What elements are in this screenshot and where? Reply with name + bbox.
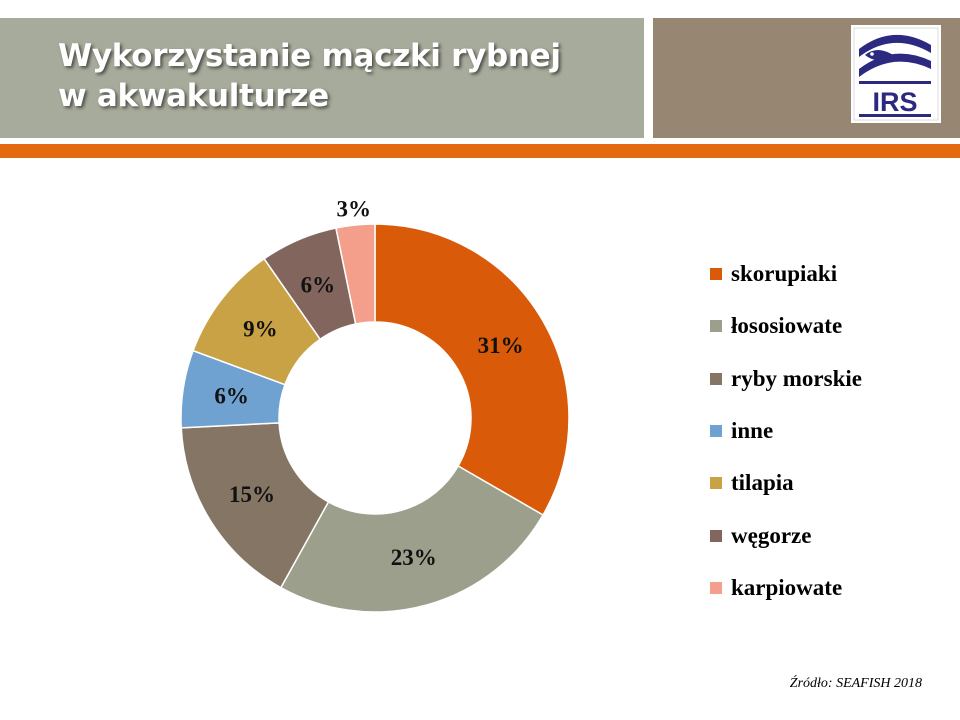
legend-label: inne xyxy=(731,418,774,444)
legend-swatch xyxy=(710,477,722,490)
title-line-1: Wykorzystanie mączki rybnej xyxy=(58,38,561,74)
data-label-6: 3% xyxy=(337,197,372,222)
legend-item-4: tilapia xyxy=(710,457,862,509)
legend-label: węgorze xyxy=(731,522,812,548)
source-note: Źródło: SEAFISH 2018 xyxy=(789,676,922,691)
legend-item-5: węgorze xyxy=(710,509,862,561)
legend-swatch xyxy=(710,581,722,594)
slide-title: Wykorzystanie mączki rybnej w akwakultur… xyxy=(58,36,561,116)
legend-label: łososiowate xyxy=(731,313,843,339)
legend-item-6: karpiowate xyxy=(710,562,862,614)
irs-logo: IRS xyxy=(851,25,941,123)
legend-swatch xyxy=(710,268,722,281)
legend-label: karpiowate xyxy=(731,574,843,600)
slice-6 xyxy=(335,223,376,325)
chart-slices xyxy=(180,223,570,613)
chart-data-labels: 31% 23% 15% 6% 9% 6% 3% xyxy=(214,197,523,571)
legend-label: ryby morskie xyxy=(731,365,862,391)
title-line-2: w akwakulturze xyxy=(58,78,329,114)
legend-item-0: skorupiaki xyxy=(710,248,862,300)
fish-logo-icon: IRS xyxy=(853,27,939,121)
data-label-3: 6% xyxy=(214,384,249,409)
data-label-0: 31% xyxy=(478,333,524,358)
logo-text: IRS xyxy=(872,87,917,117)
title-panel xyxy=(0,18,644,138)
data-label-5: 6% xyxy=(301,272,336,297)
slice-0 xyxy=(374,223,570,517)
legend-item-2: ryby morskie xyxy=(710,353,862,405)
legend-label: skorupiaki xyxy=(731,261,838,287)
legend-label: tilapia xyxy=(731,470,794,496)
legend-swatch xyxy=(710,425,722,438)
data-label-4: 9% xyxy=(243,317,278,342)
legend-item-3: inne xyxy=(710,405,862,457)
legend-item-1: łososiowate xyxy=(710,300,862,352)
accent-bar xyxy=(0,144,960,158)
slice-2 xyxy=(180,422,330,589)
legend-swatch xyxy=(710,529,722,542)
legend-swatch xyxy=(710,320,722,333)
slice-1 xyxy=(279,464,545,613)
data-label-1: 23% xyxy=(391,545,437,570)
legend-swatch xyxy=(710,372,722,385)
chart-legend: skorupiaki łososiowate ryby morskie inne til… xyxy=(710,248,862,614)
data-label-2: 15% xyxy=(229,482,275,507)
donut-chart: 31% 23% 15% 6% 9% 6% 3% xyxy=(180,197,570,613)
